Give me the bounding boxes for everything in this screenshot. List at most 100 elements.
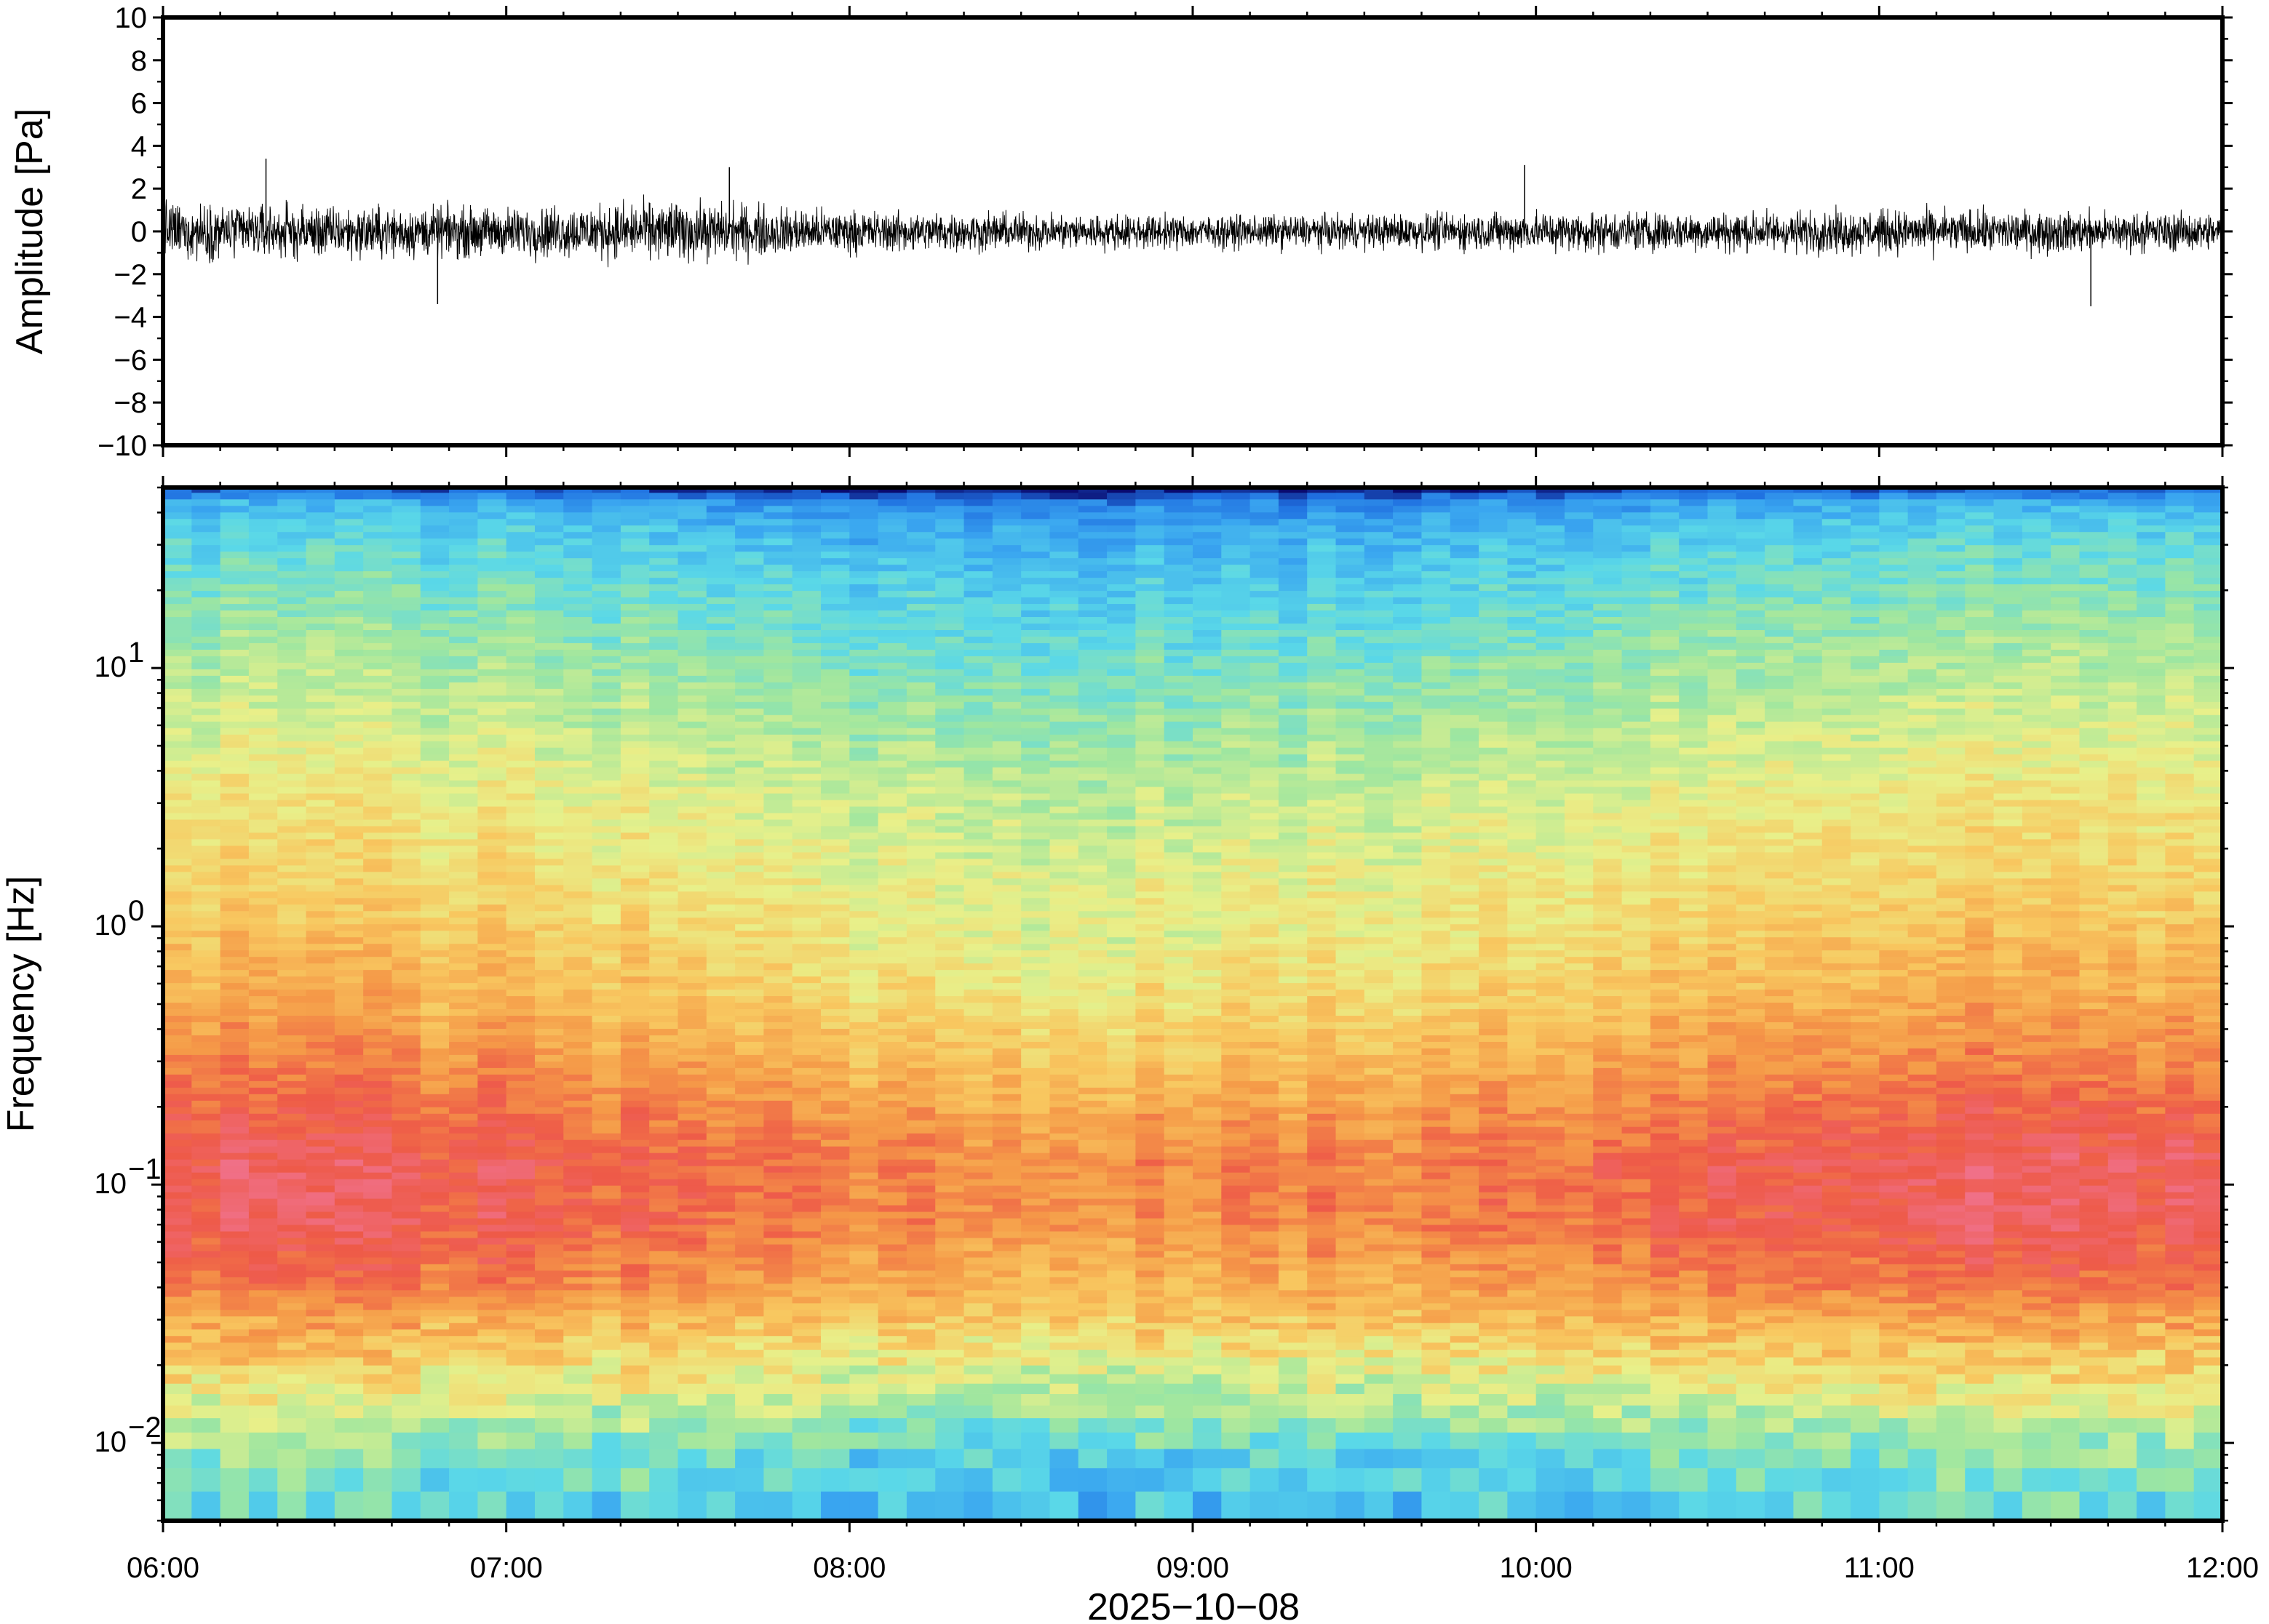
spectrogram-cell	[1135, 1022, 1165, 1029]
spectrogram-cell	[763, 1133, 793, 1140]
spectrogram-cell	[906, 884, 936, 892]
spectrogram-cell	[506, 1185, 536, 1193]
spectrogram-cell	[449, 636, 478, 643]
spectrogram-cell	[677, 1048, 707, 1055]
spectrogram-cell	[506, 701, 536, 709]
spectrogram-cell	[821, 845, 850, 853]
spectrogram-cell	[1078, 1139, 1108, 1147]
spectrogram-cell	[592, 819, 621, 827]
spectrogram-cell	[306, 1302, 335, 1310]
spectrogram-cell	[1049, 512, 1079, 520]
spectrogram-cell	[592, 1315, 621, 1324]
spectrogram-cell	[506, 1365, 536, 1374]
spectrogram-cell	[534, 852, 564, 859]
spectrogram-cell	[592, 1276, 621, 1284]
spectrogram-cell	[620, 1238, 650, 1245]
spectrogram-cell	[449, 859, 478, 866]
spectrogram-cell	[248, 1094, 278, 1101]
spectrogram-cell	[735, 1028, 765, 1035]
spectrogram-cell	[334, 1192, 364, 1199]
spectrogram-cell	[334, 1218, 364, 1225]
spectrogram-cell	[849, 1491, 879, 1521]
spectrogram-cell	[477, 976, 507, 984]
spectrogram-cell	[620, 936, 650, 944]
spectrogram-cell	[706, 1289, 736, 1297]
spectrogram-cell	[763, 1074, 793, 1081]
spectrogram-cell	[1078, 989, 1108, 997]
spectrogram-cell	[963, 877, 993, 885]
spectrogram-cell	[963, 1302, 993, 1310]
spectrogram-cell	[1049, 1094, 1079, 1101]
spectrogram-cell	[477, 1309, 507, 1317]
spectrogram-cell	[1107, 557, 1136, 565]
spectrogram-cell	[363, 1041, 393, 1048]
spectrogram-cell	[1078, 1296, 1108, 1304]
spectrogram-cell	[563, 1257, 593, 1265]
spectrogram-cell	[821, 1374, 850, 1384]
spectrogram-cell	[277, 1218, 307, 1225]
spectrogram-cell	[277, 1374, 307, 1384]
spectrogram-cell	[1049, 492, 1079, 500]
spectrogram-cell	[992, 923, 1022, 931]
spectrogram-cell	[735, 701, 765, 709]
spectrogram-cell	[449, 793, 478, 800]
spectrogram-cell	[649, 956, 679, 964]
spectrogram-cell	[277, 610, 307, 618]
spectrogram-cell	[620, 1172, 650, 1179]
spectrogram-cell	[649, 1309, 679, 1317]
spectrogram-cell	[277, 525, 307, 533]
spectrogram-cell	[992, 1107, 1022, 1114]
spectrogram-cell	[563, 1120, 593, 1127]
spectrogram-cell	[363, 487, 393, 493]
spectrogram-cell	[306, 1002, 335, 1010]
spectrogram-cell	[277, 1107, 307, 1114]
spectrogram-cell	[449, 852, 478, 859]
spectrogram-cell	[534, 1172, 564, 1179]
spectrogram-cell	[334, 1087, 364, 1094]
spectrogram-cell	[477, 1120, 507, 1127]
spectrogram-cell	[1049, 943, 1079, 951]
spectrogram-cell	[1021, 701, 1051, 709]
spectrogram-cell	[1078, 1322, 1108, 1330]
spectrogram-cell	[677, 1054, 707, 1062]
spectrogram-cell	[191, 1067, 221, 1075]
spectrogram-cell	[878, 636, 907, 643]
spectrogram-cell	[392, 682, 421, 689]
spectrogram-cell	[363, 492, 393, 500]
spectrogram-cell	[420, 767, 450, 774]
spectrogram-cell	[1049, 623, 1079, 630]
spectrogram-cell	[506, 871, 536, 879]
spectrogram-cell	[563, 950, 593, 958]
spectrogram-cell	[963, 1008, 993, 1016]
spectrogram-cell	[191, 1491, 221, 1521]
spectrogram-cell	[477, 498, 507, 506]
spectrogram-cell	[191, 1432, 221, 1449]
spectrogram-cell	[649, 1315, 679, 1324]
spectrogram-cell	[677, 800, 707, 807]
spectrogram-cell	[935, 570, 965, 578]
spectrogram-cell	[248, 525, 278, 533]
spectrogram-cell	[677, 741, 707, 748]
spectrogram-cell	[277, 1146, 307, 1153]
spectrogram-cell	[163, 1251, 192, 1258]
spectrogram-cell	[677, 930, 707, 938]
spectrogram-cell	[1107, 1087, 1136, 1094]
spectrogram-cell	[935, 1417, 965, 1433]
spectrogram-cell	[334, 610, 364, 618]
spectrogram-cell	[1049, 662, 1079, 669]
spectrogram-cell	[735, 1192, 765, 1199]
spectrogram-cell	[1078, 859, 1108, 866]
spectrogram-cell	[1135, 1365, 1165, 1374]
spectrogram-cell	[1049, 734, 1079, 741]
spectrogram-cell	[191, 1048, 221, 1055]
spectrogram-cell	[1107, 950, 1136, 958]
spectrogram-cell	[477, 793, 507, 800]
spectrogram-cell	[649, 819, 679, 827]
spectrogram-cell	[821, 603, 850, 611]
spectrogram-cell	[849, 1309, 879, 1317]
spectrogram-cell	[220, 531, 250, 539]
spectrogram-cell	[191, 1139, 221, 1147]
spectrogram-cell	[849, 982, 879, 990]
spectrogram-cell	[306, 1283, 335, 1291]
spectrogram-cell	[1049, 1192, 1079, 1199]
